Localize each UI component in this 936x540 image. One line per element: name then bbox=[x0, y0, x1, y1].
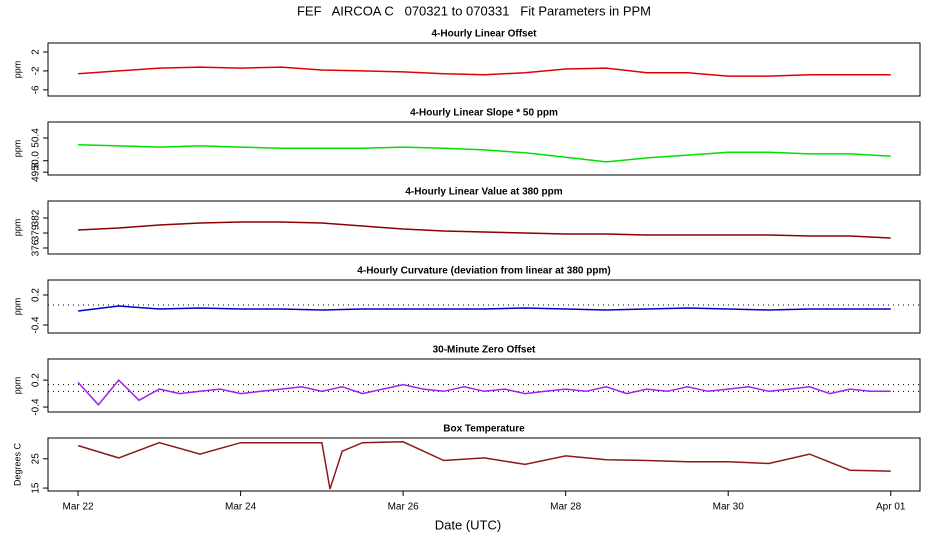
x-tick-label: Mar 22 bbox=[63, 502, 95, 513]
panel-title: Box Temperature bbox=[443, 424, 525, 435]
plot-frame bbox=[47, 358, 921, 413]
data-line bbox=[77, 378, 891, 406]
y-tick-label: -2 bbox=[31, 66, 42, 75]
x-tick-label: Mar 30 bbox=[713, 502, 745, 513]
y-tick-label: 50.4 bbox=[31, 128, 42, 148]
panel-title: 4-Hourly Linear Slope * 50 ppm bbox=[410, 108, 558, 119]
panel-title: 4-Hourly Linear Value at 380 ppm bbox=[405, 187, 562, 198]
y-axis-label: ppm bbox=[12, 377, 22, 395]
y-tick-label: 0.2 bbox=[31, 288, 42, 302]
y-axis-label: ppm bbox=[12, 61, 22, 79]
y-axis-label: ppm bbox=[12, 298, 22, 316]
y-tick-label: 0.2 bbox=[31, 373, 42, 387]
y-tick-label: -0.4 bbox=[31, 398, 42, 416]
y-tick-label: 376 bbox=[31, 239, 42, 256]
x-axis-label: Date (UTC) bbox=[435, 517, 501, 532]
plot-frame bbox=[47, 121, 921, 176]
page-title: FEF AIRCOA C 070321 to 070331 Fit Parame… bbox=[297, 3, 651, 18]
x-tick-label: Apr 01 bbox=[876, 502, 906, 513]
x-tick-label: Mar 24 bbox=[225, 502, 257, 513]
y-tick-label: 25 bbox=[31, 453, 42, 465]
y-tick-label: 15 bbox=[31, 482, 42, 494]
x-tick-label: Mar 26 bbox=[388, 502, 420, 513]
data-line bbox=[78, 221, 891, 239]
y-tick-label: 382 bbox=[31, 209, 42, 226]
panel-title: 30-Minute Zero Offset bbox=[433, 345, 536, 356]
plot-frame bbox=[47, 279, 921, 334]
panel-title: 4-Hourly Linear Offset bbox=[431, 29, 537, 40]
y-axis-label: ppm bbox=[12, 219, 22, 237]
y-tick-label: 49.8 bbox=[31, 162, 42, 182]
y-axis-label: ppm bbox=[12, 140, 22, 158]
y-tick-label: -0.4 bbox=[31, 316, 42, 334]
data-line bbox=[77, 441, 891, 490]
x-tick-label: Mar 28 bbox=[550, 502, 582, 513]
y-tick-label: 2 bbox=[31, 49, 42, 55]
plot-frame bbox=[47, 437, 921, 492]
y-tick-label: 50.0 bbox=[31, 151, 42, 171]
plot-frame bbox=[47, 200, 921, 255]
y-axis-label: Degrees C bbox=[12, 442, 22, 486]
data-line bbox=[78, 66, 891, 77]
plot-frame bbox=[47, 42, 921, 97]
panel-title: 4-Hourly Curvature (deviation from linea… bbox=[357, 266, 610, 277]
data-line bbox=[78, 144, 891, 163]
y-tick-label: -6 bbox=[31, 85, 42, 94]
y-tick-label: 379 bbox=[31, 224, 42, 241]
data-line bbox=[78, 305, 891, 312]
